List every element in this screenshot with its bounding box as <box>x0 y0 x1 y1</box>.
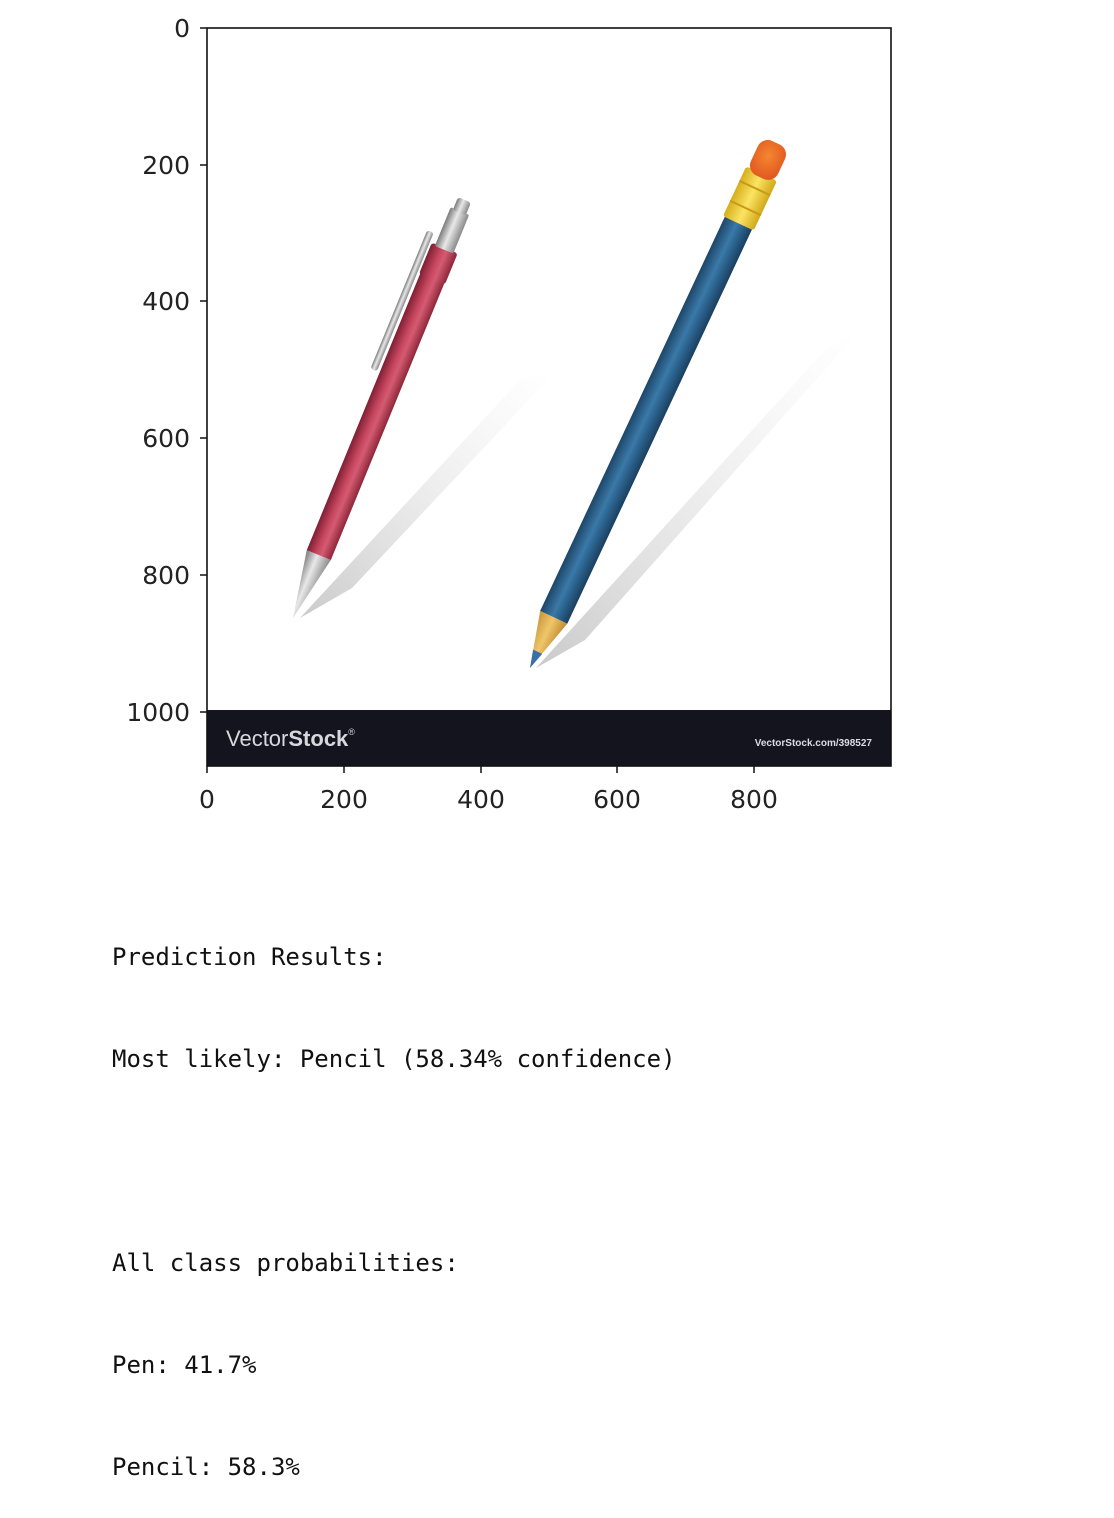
pencil-illustration <box>530 140 786 668</box>
pen-clicker <box>435 207 469 253</box>
most-likely-line: Most likely: Pencil (58.34% confidence) <box>112 1045 676 1073</box>
pencil-body <box>540 215 753 624</box>
y-tick-label: 800 <box>142 561 190 590</box>
y-tick-label: 400 <box>142 287 190 316</box>
x-axis: 0 200 400 600 800 <box>199 766 778 814</box>
x-tick-label: 400 <box>457 785 505 814</box>
y-tick-label: 200 <box>142 151 190 180</box>
class-probability-pen: Pen: 41.7% <box>112 1351 257 1379</box>
x-tick-label: 0 <box>199 785 215 814</box>
pencil-eraser <box>749 140 786 180</box>
pencil-lead <box>530 649 543 668</box>
image-content: VectorStock® VectorStock.com/398527 <box>207 28 891 766</box>
x-tick-label: 600 <box>593 785 641 814</box>
y-axis: 0 200 400 600 800 1000 <box>126 14 207 727</box>
watermark-url: VectorStock.com/398527 <box>755 738 873 749</box>
pen-illustration <box>293 198 471 618</box>
probabilities-heading: All class probabilities: <box>112 1249 459 1277</box>
blank-line <box>112 1144 676 1178</box>
x-tick-label: 200 <box>320 785 368 814</box>
prediction-output: Prediction Results: Most likely: Pencil … <box>112 872 676 1518</box>
watermark-banner <box>207 710 891 766</box>
pen-shadow <box>300 372 555 618</box>
x-tick-label: 800 <box>730 785 778 814</box>
watermark-brand: VectorStock® <box>226 726 355 751</box>
image-plot: VectorStock® VectorStock.com/398527 0 20… <box>126 14 892 814</box>
results-heading: Prediction Results: <box>112 943 387 971</box>
class-probability-pencil: Pencil: 58.3% <box>112 1453 300 1481</box>
y-tick-label: 0 <box>174 14 190 43</box>
pencil-ferrule <box>723 167 777 230</box>
pen-clip <box>371 230 433 371</box>
axes-frame <box>206 27 892 767</box>
pen-barrel <box>306 272 445 561</box>
pencil-shadow <box>536 330 860 668</box>
y-tick-label: 1000 <box>126 698 190 727</box>
y-tick-label: 600 <box>142 424 190 453</box>
